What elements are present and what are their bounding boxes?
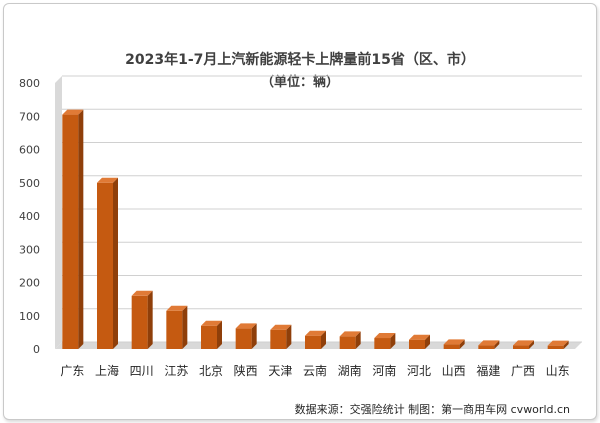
bar-top xyxy=(409,334,430,340)
chart-title: 2023年1-7月上汽新能源轻卡上牌量前15省（区、市） xyxy=(125,51,475,68)
x-category-label: 湖南 xyxy=(338,363,362,378)
bar-top xyxy=(270,324,292,330)
bar xyxy=(166,305,188,349)
bar-side xyxy=(425,334,430,349)
y-tick-label: 500 xyxy=(19,177,40,190)
bar-top xyxy=(97,177,118,183)
bar-front xyxy=(131,295,148,349)
x-category-label: 云南 xyxy=(303,363,327,378)
bar-top xyxy=(62,109,84,115)
bar xyxy=(131,290,153,349)
bar-side xyxy=(321,330,326,349)
bar xyxy=(339,331,361,349)
x-category-label: 广东 xyxy=(60,364,84,378)
bar-side xyxy=(529,340,534,349)
bar-top xyxy=(131,290,153,296)
bar xyxy=(235,323,257,349)
bar xyxy=(513,340,534,349)
y-tick-label: 600 xyxy=(19,144,40,157)
source-note: 数据来源：交强险统计 制图：第一商用车网 cvworld.cn xyxy=(295,402,570,416)
bar xyxy=(478,340,500,349)
bar xyxy=(62,109,84,350)
bar-front xyxy=(201,325,217,349)
bar xyxy=(409,334,430,349)
bar-side xyxy=(286,324,292,349)
bar-top xyxy=(201,320,222,326)
x-category-label: 上海 xyxy=(95,363,119,378)
x-category-label: 陕西 xyxy=(234,363,258,378)
y-tick-label: 700 xyxy=(19,110,40,123)
y-tick-label: 400 xyxy=(19,210,40,223)
y-tick-label: 0 xyxy=(33,343,40,356)
bar xyxy=(374,333,396,349)
bar-top xyxy=(513,340,534,346)
x-category-label: 山西 xyxy=(442,364,466,378)
bar-top xyxy=(305,330,326,336)
bar xyxy=(97,177,118,349)
bar xyxy=(443,339,465,349)
x-category-label: 北京 xyxy=(199,364,223,378)
bar xyxy=(305,330,326,349)
bar-side xyxy=(390,333,396,349)
x-category-label: 天津 xyxy=(268,364,292,378)
bar-front xyxy=(97,182,113,349)
bar-front xyxy=(409,339,425,349)
bar-front xyxy=(547,345,564,349)
x-category-label: 山东 xyxy=(546,364,570,378)
bar-side xyxy=(113,177,118,349)
x-category-label: 广西 xyxy=(511,364,535,378)
x-category-label: 四川 xyxy=(130,364,154,378)
bar-top xyxy=(166,305,188,311)
bar-side xyxy=(182,305,188,349)
bar-top xyxy=(478,340,500,346)
bar-front xyxy=(270,329,287,349)
x-category-label: 福建 xyxy=(476,363,500,378)
bar-side xyxy=(147,290,153,349)
bar-front xyxy=(374,338,391,349)
bar xyxy=(270,324,292,349)
x-category-label: 江苏 xyxy=(164,364,188,378)
bar-front xyxy=(62,114,79,350)
bar xyxy=(201,320,222,349)
bar-side xyxy=(563,340,569,349)
bar-front xyxy=(305,335,321,349)
side-wall xyxy=(55,76,62,349)
bar-top xyxy=(339,331,361,337)
x-category-label: 河南 xyxy=(372,363,396,378)
bar-top xyxy=(235,323,257,329)
bar-side xyxy=(251,323,257,349)
y-tick-label: 800 xyxy=(19,77,40,90)
bar xyxy=(547,340,569,349)
bar-top xyxy=(547,340,569,346)
bar-front xyxy=(443,344,460,349)
y-tick-label: 100 xyxy=(19,310,40,323)
chart-subtitle: （单位：辆） xyxy=(261,74,339,90)
bar-front xyxy=(235,328,252,349)
bar-front xyxy=(513,345,529,349)
bar-top xyxy=(443,339,465,345)
bar-side xyxy=(78,109,84,350)
bar-side xyxy=(459,339,465,349)
bar-front xyxy=(478,345,495,349)
bar-side xyxy=(494,340,500,349)
y-tick-label: 200 xyxy=(19,277,40,290)
bar-side xyxy=(217,320,222,349)
y-tick-label: 300 xyxy=(19,243,40,256)
bar-side xyxy=(355,331,361,349)
bar-front xyxy=(166,310,183,349)
bar-top xyxy=(374,333,396,339)
x-category-label: 河北 xyxy=(407,364,431,378)
bar-front xyxy=(339,336,356,349)
